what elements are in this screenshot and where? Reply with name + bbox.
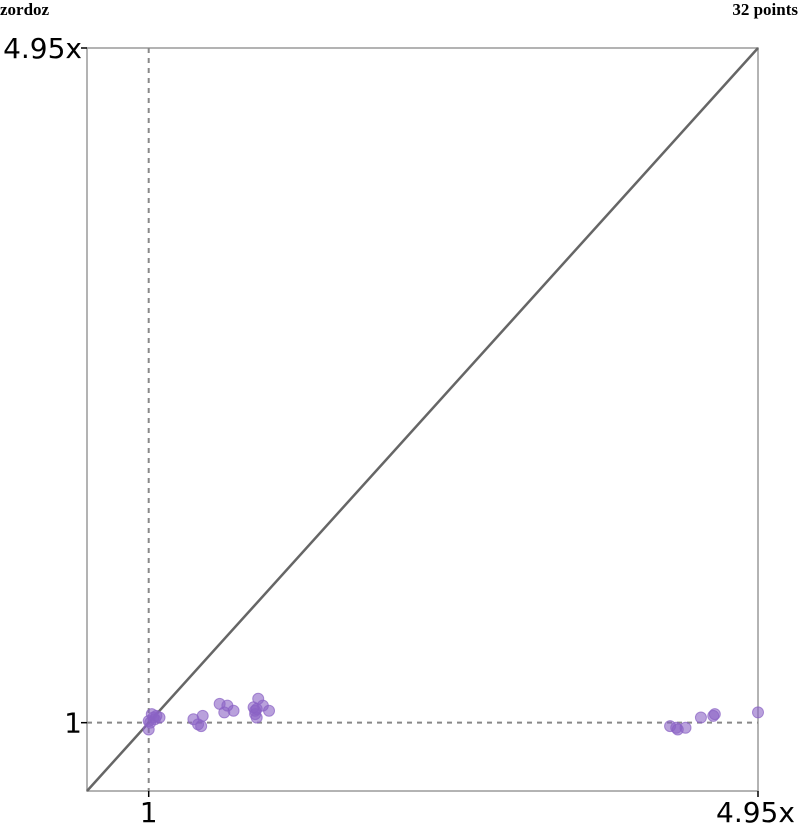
data-point <box>752 706 764 719</box>
plot-frame <box>86 47 759 792</box>
data-point <box>153 711 166 724</box>
data-point <box>227 704 240 717</box>
data-points <box>142 692 764 736</box>
y-axis-ticks: 1 4.95x <box>3 32 87 740</box>
chart-title-left: zordoz <box>0 0 50 19</box>
data-point <box>250 703 263 716</box>
data-point <box>196 709 209 722</box>
y-tick-label: 4.95x <box>3 32 82 65</box>
data-point <box>694 711 707 724</box>
data-point <box>263 704 276 717</box>
diagonal-line <box>86 47 759 792</box>
data-point <box>195 720 208 733</box>
data-point <box>679 721 692 734</box>
x-tick-label: 1 <box>140 796 158 829</box>
data-point <box>144 716 157 729</box>
point-count-label: 32 points <box>732 0 798 19</box>
x-tick-label: 4.95x <box>716 796 795 829</box>
x-axis-ticks: 1 4.95x <box>140 791 795 829</box>
data-point <box>708 708 721 721</box>
y-tick-label: 1 <box>64 707 82 740</box>
